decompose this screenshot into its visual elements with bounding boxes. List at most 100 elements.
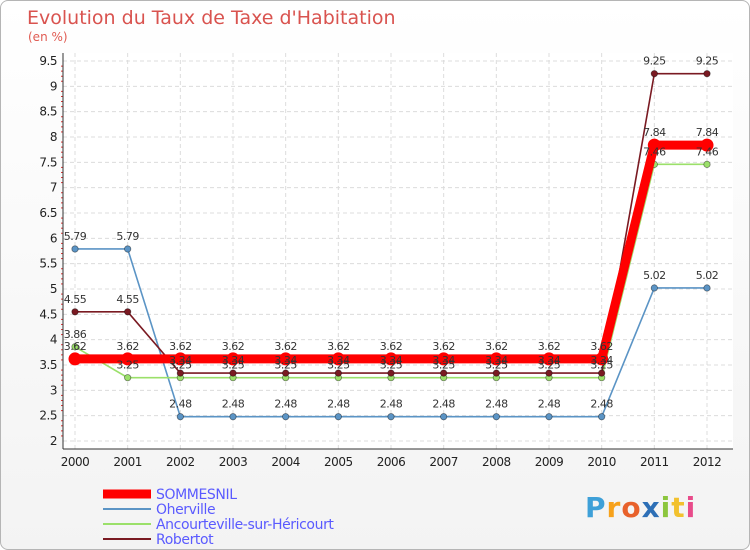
data-label: 3.62 [590, 340, 613, 353]
data-label: 3.34 [380, 354, 403, 367]
data-point [700, 138, 714, 152]
data-point [334, 413, 342, 421]
data-label: 3.34 [274, 354, 297, 367]
data-label: 3.34 [222, 354, 245, 367]
data-label: 3.25 [222, 359, 245, 372]
logo-letter: i [660, 491, 672, 524]
y-tick-label: 8 [50, 130, 57, 144]
data-point [703, 160, 711, 168]
data-point [387, 413, 395, 421]
x-tick-label: 2003 [219, 455, 248, 469]
data-label: 3.25 [116, 359, 139, 372]
y-tick-label: 7.5 [39, 155, 57, 169]
data-label: 3.62 [169, 340, 192, 353]
data-label: 3.62 [380, 340, 403, 353]
data-point [229, 413, 237, 421]
data-label: 3.62 [485, 340, 508, 353]
data-point [124, 374, 132, 382]
data-point [279, 352, 293, 366]
data-label: 3.62 [538, 340, 561, 353]
data-point [334, 369, 342, 377]
data-label: 2.48 [327, 398, 350, 411]
data-label: 3.25 [590, 359, 613, 372]
logo-letter: P [585, 491, 607, 524]
data-label: 5.02 [696, 269, 719, 282]
logo-letter: i [685, 491, 697, 524]
data-point [489, 352, 503, 366]
data-label: 5.79 [116, 230, 139, 243]
plot-area [63, 53, 733, 449]
x-tick-label: 2012 [693, 455, 722, 469]
y-tick-label: 3 [50, 383, 57, 397]
data-point [71, 245, 79, 253]
chart-title: Evolution du Taux de Taxe d'Habitation [27, 7, 396, 29]
data-label: 3.34 [432, 354, 455, 367]
data-point [437, 352, 451, 366]
data-point [598, 413, 606, 421]
data-label: 4.55 [116, 293, 139, 306]
x-tick-label: 2006 [377, 455, 406, 469]
data-label: 3.62 [64, 340, 87, 353]
data-point [598, 369, 606, 377]
data-point [173, 352, 187, 366]
y-tick-label: 4.5 [39, 307, 57, 321]
x-tick-label: 2008 [482, 455, 511, 469]
y-tick-label: 7 [50, 181, 57, 195]
data-label: 3.62 [274, 340, 297, 353]
data-label: 3.25 [538, 359, 561, 372]
data-point [387, 369, 395, 377]
x-tick-label: 2004 [271, 455, 300, 469]
data-label: 3.25 [327, 359, 350, 372]
data-label: 7.84 [643, 126, 666, 139]
legend-label: Robertot [156, 532, 214, 548]
data-label: 7.46 [643, 145, 666, 158]
y-tick-label: 8.5 [39, 105, 57, 119]
data-label: 3.86 [64, 328, 87, 341]
data-label: 3.62 [327, 340, 350, 353]
data-point [124, 308, 132, 316]
data-point [650, 70, 658, 78]
data-label: 3.25 [485, 359, 508, 372]
data-point [121, 352, 135, 366]
data-point [650, 284, 658, 292]
data-point [176, 369, 184, 377]
data-label: 3.25 [169, 359, 192, 372]
logo-letter: t [671, 491, 686, 524]
data-label: 3.62 [432, 340, 455, 353]
data-label: 3.34 [538, 354, 561, 367]
data-point [440, 369, 448, 377]
data-point [542, 352, 556, 366]
data-label: 9.25 [643, 55, 666, 68]
data-label: 2.48 [274, 398, 297, 411]
data-label: 3.25 [380, 359, 403, 372]
data-label: 3.34 [485, 354, 508, 367]
data-label: 5.79 [64, 230, 87, 243]
logo-letter: x [641, 491, 661, 524]
data-point [545, 413, 553, 421]
legend-label: SOMMESNIL [156, 487, 237, 503]
data-point [545, 369, 553, 377]
x-tick-label: 2001 [113, 455, 142, 469]
y-tick-label: 2 [50, 434, 57, 448]
x-tick-label: 2000 [61, 455, 90, 469]
data-point [492, 413, 500, 421]
data-label: 2.48 [590, 398, 613, 411]
data-point [229, 369, 237, 377]
data-point [71, 343, 79, 351]
data-point [68, 352, 82, 366]
data-point [595, 352, 609, 366]
legend-label: Ancourteville-sur-Héricourt [156, 517, 334, 533]
y-tick-label: 5 [50, 282, 57, 296]
x-tick-label: 2007 [429, 455, 458, 469]
data-point [282, 369, 290, 377]
data-point [703, 70, 711, 78]
data-label: 3.25 [432, 359, 455, 372]
data-label: 4.55 [64, 293, 87, 306]
data-label: 3.34 [169, 354, 192, 367]
logo-letter: r [606, 491, 622, 524]
data-point [71, 308, 79, 316]
x-tick-label: 2002 [166, 455, 195, 469]
data-label: 2.48 [538, 398, 561, 411]
